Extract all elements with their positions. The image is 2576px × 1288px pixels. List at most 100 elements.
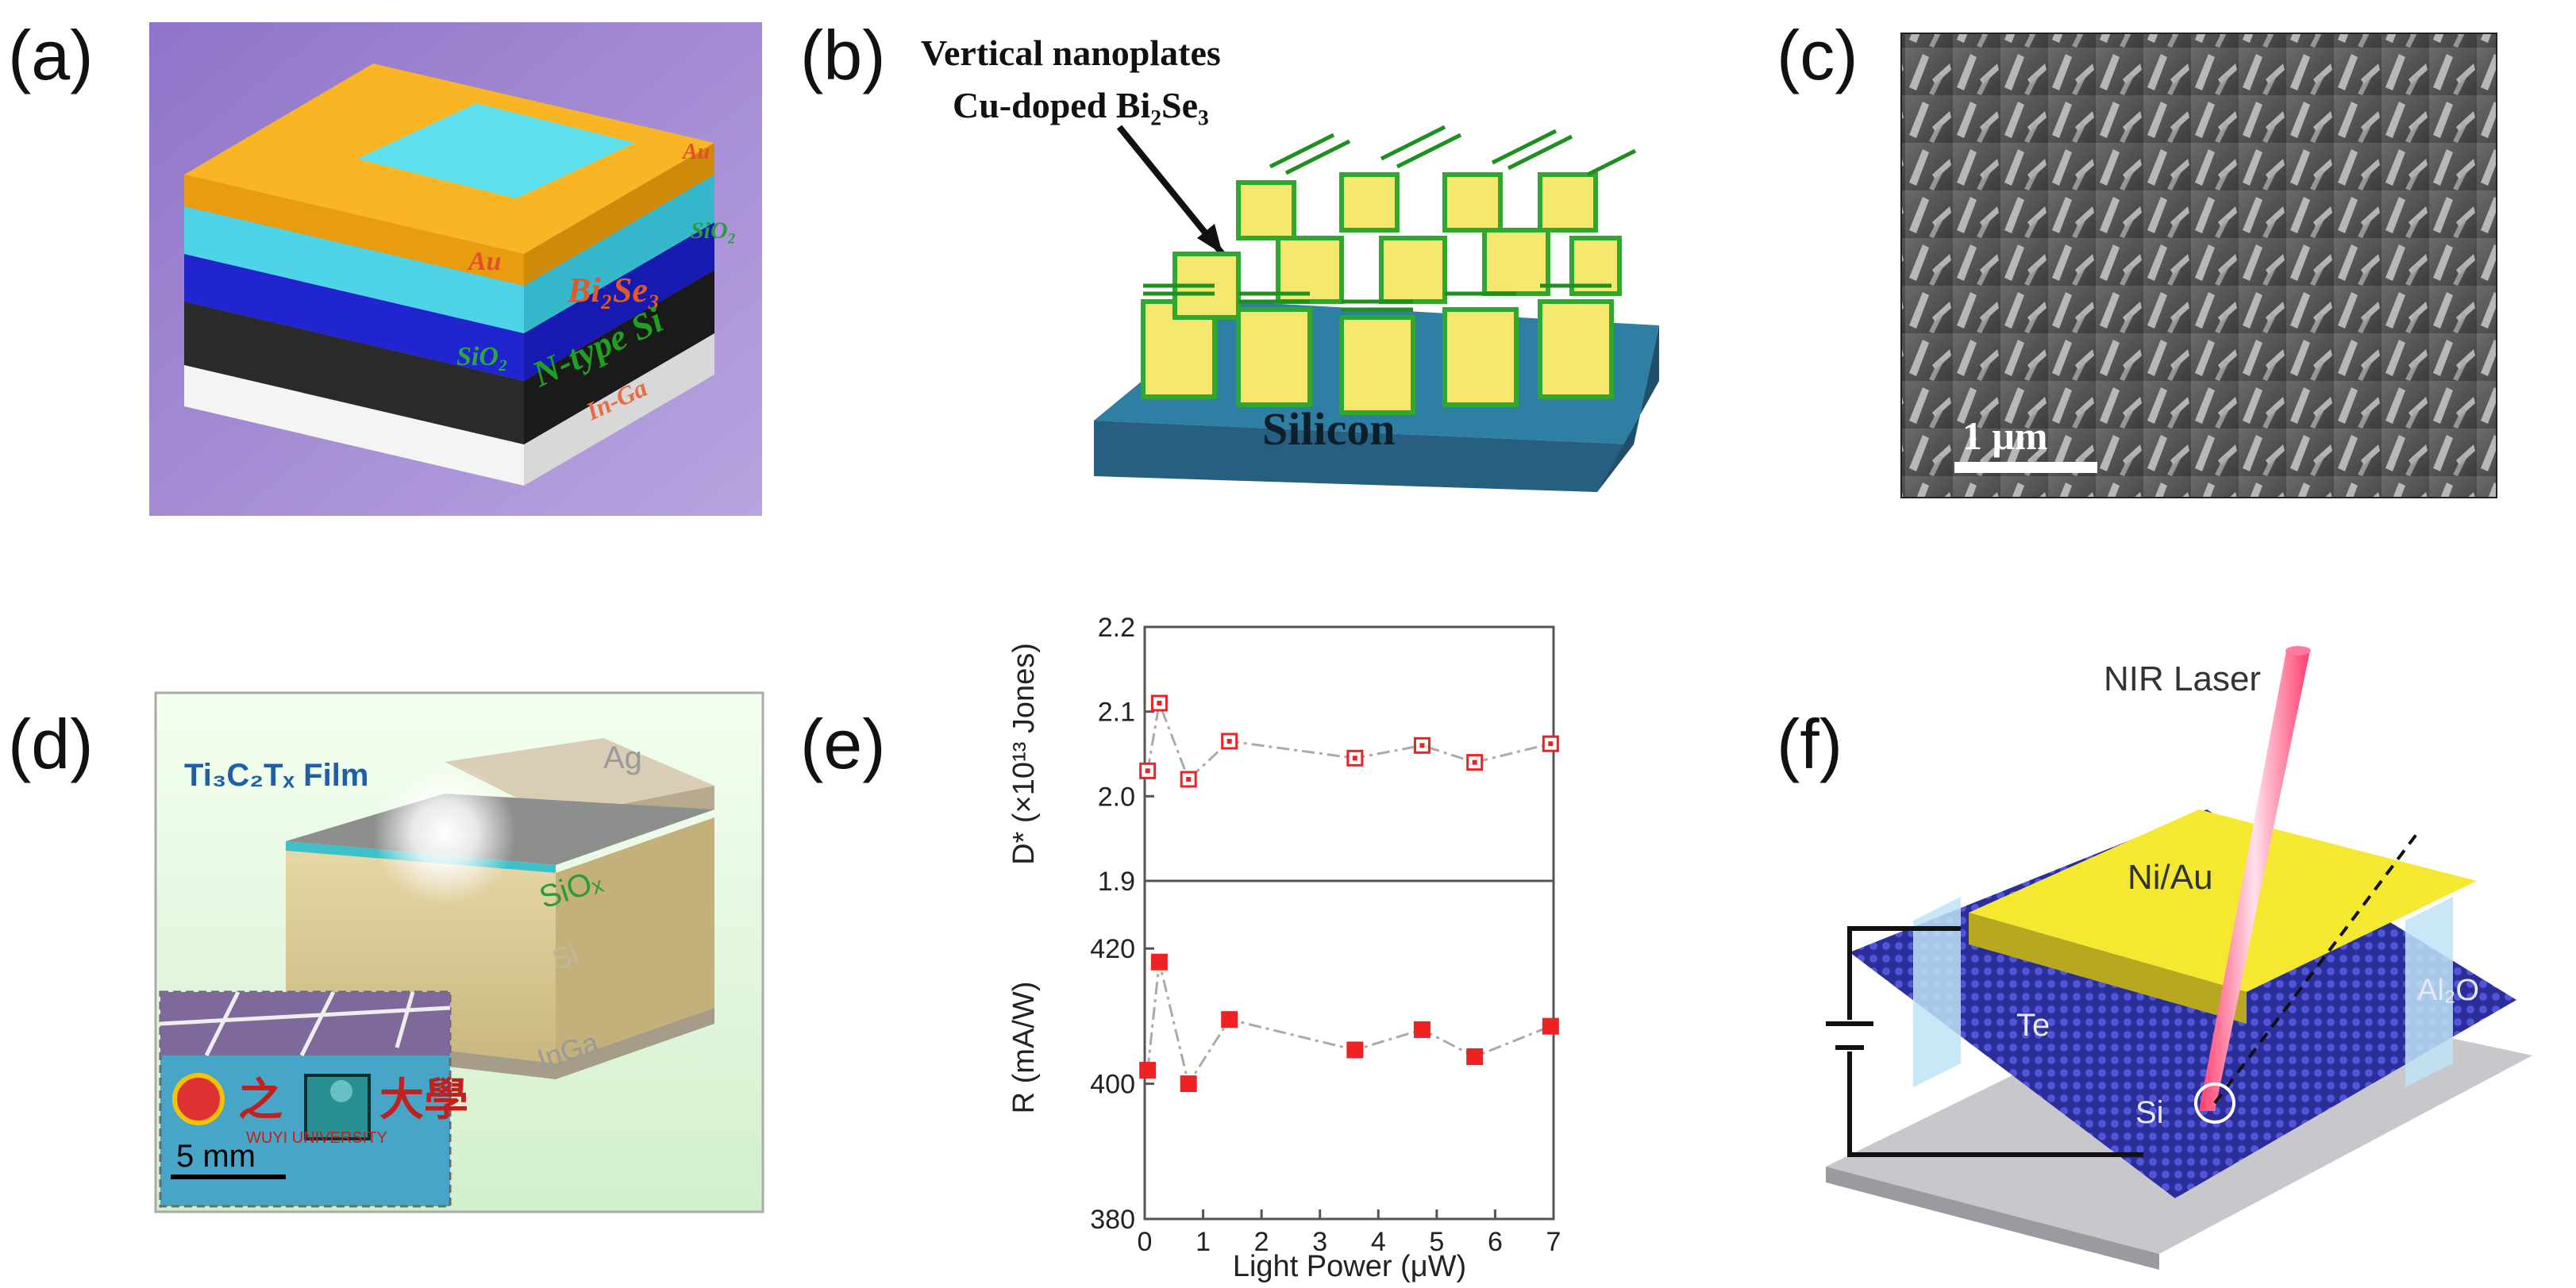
panel-b: (b) Vertical nanoplates Cu-doped Bi₂Se₃ … (800, 16, 1659, 492)
inset-university: WUYI UNIVERSITY (246, 1129, 387, 1147)
bi2se3-label: Bi₂Se₃ (567, 271, 660, 310)
x-tick-label: 3 (1312, 1227, 1327, 1257)
bi2se3-layer-side (524, 175, 714, 333)
panel-f: (f) NIR Laser Ni/Au Si Te Al₂O (1777, 646, 2532, 1270)
inga-layer-side (524, 333, 714, 486)
al2o3-label: Al₂O (2417, 974, 2479, 1007)
y-tick-label: 380 (1090, 1205, 1135, 1235)
x-tick-label: 1 (1196, 1227, 1211, 1257)
data-point-R (1180, 1075, 1197, 1093)
data-point-R (1413, 1021, 1430, 1038)
inset-grid-lines (160, 990, 451, 1057)
data-point-core-D* (1472, 759, 1477, 765)
data-point-core-D* (1157, 701, 1162, 706)
al2o3-pad-left (1913, 897, 1961, 1087)
au-side-face (524, 143, 714, 286)
sem-scale-label: 1 μm (1962, 413, 2048, 458)
panel-e: (e) D* (×10¹³ Jones) R (mA/W) Light Powe… (800, 613, 1561, 1283)
x-tick-label: 7 (1546, 1227, 1561, 1257)
si-substrate-front (1826, 1167, 2159, 1270)
data-point-R (1346, 1041, 1364, 1059)
panel-label-d: (d) (8, 705, 94, 783)
panel-a: (a) Au Au Bi₂Se₃ SiO₂ SiO₂ N-type Si In-… (8, 16, 762, 516)
x-tick-label: 6 (1488, 1227, 1503, 1257)
laser-beam (2199, 651, 2310, 1111)
y-tick-label: 400 (1090, 1070, 1135, 1100)
series-line-R (1146, 961, 1551, 1087)
x-tick-label: 0 (1138, 1227, 1153, 1257)
te-label: Te (2016, 1008, 2050, 1043)
data-point-R (1139, 1062, 1157, 1079)
panel-label-b: (b) (800, 16, 886, 94)
au-label-left: Au (467, 247, 502, 276)
sem-scale-bar (1954, 462, 2097, 473)
data-point-core-D* (1145, 768, 1150, 774)
nanoplates-arrow-head (1197, 224, 1223, 254)
si-layer-front (184, 302, 524, 444)
inset-emblem (172, 1073, 225, 1125)
circuit-wire-top (1847, 926, 1961, 1020)
panel-d: (d) Ti₃C₂Tₓ Film Ag SiOₓ Si InGa 之 大學 WU… (8, 691, 764, 1213)
au-label-right: Au (681, 140, 710, 164)
panel-label-c: (c) (1777, 16, 1858, 94)
sio2-label-left: SiO₂ (456, 342, 508, 371)
si-block-side (556, 817, 714, 1063)
x-tick-label: 2 (1254, 1227, 1269, 1257)
data-point-core-D* (1226, 739, 1232, 744)
ni-au-electrode-top (1969, 809, 2477, 992)
y-tick-label: 2.1 (1098, 698, 1135, 728)
sio2-layer-front (184, 254, 524, 381)
bi2se3-layer-front (184, 206, 524, 333)
nir-laser-label: NIR Laser (2104, 659, 2261, 698)
ag-top (445, 738, 714, 817)
y-tick-label: 420 (1090, 934, 1135, 964)
inset-device-spot (330, 1080, 352, 1102)
film-label: Ti₃C₂Tₓ Film (184, 758, 368, 793)
x-tick-label: 4 (1371, 1227, 1386, 1257)
x-axis-title: Light Power (μW) (1233, 1250, 1466, 1283)
r-axis-title: R (mA/W) (1007, 982, 1041, 1114)
y-tick-label: 2.2 (1098, 613, 1135, 643)
inset-text-right: 大學 (379, 1076, 468, 1125)
panel-c: (c) 1 μm (1777, 16, 2497, 498)
inset-scale-label: 5 mm (176, 1139, 256, 1174)
y-tick-label: 2.0 (1098, 782, 1135, 812)
panel-label-a: (a) (8, 16, 94, 94)
data-point-R (1466, 1048, 1484, 1066)
au-front-face (184, 175, 524, 286)
panel-label-f: (f) (1777, 705, 1842, 783)
detectivity-responsivity-chart: D* (×10¹³ Jones) R (mA/W) Light Power (μ… (1007, 613, 1561, 1283)
inset-scale-bar (171, 1175, 286, 1179)
circuit-wire-bottom (1847, 1052, 2143, 1157)
data-point-core-D* (1352, 755, 1357, 761)
dstar-axis-title: D* (×10¹³ Jones) (1007, 643, 1041, 865)
light-spot (373, 762, 516, 905)
bi2se3-window (357, 103, 635, 198)
inset-text-left: 之 (238, 1076, 283, 1125)
al2o3-pad-right (2405, 897, 2453, 1087)
ag-label: Ag (603, 740, 642, 775)
sio2-label-right: SiO₂ (691, 217, 736, 244)
nanoplate-array (1141, 125, 1637, 415)
si-label: Si (2135, 1095, 2164, 1130)
si-marker-circle (2194, 1082, 2235, 1124)
y-tick-label: 1.9 (1098, 867, 1135, 897)
x-tick-label: 5 (1429, 1227, 1444, 1257)
sio2-layer-side (524, 222, 714, 381)
si-layer-side (524, 270, 714, 444)
nanoplates-title-line2: Cu-doped Bi₂Se₃ (953, 85, 1209, 125)
plot-frame-bottom (1143, 879, 1555, 1221)
sem-image-border (1900, 33, 2497, 498)
ni-au-label: Ni/Au (2127, 858, 2213, 897)
sem-image (1901, 33, 2497, 498)
data-point-core-D* (1548, 741, 1554, 747)
inga-layer-front (184, 365, 524, 486)
series-line-D* (1146, 698, 1551, 782)
ni-au-electrode-front (1969, 913, 2247, 1024)
panel-label-e: (e) (800, 705, 886, 783)
data-point-R (1150, 953, 1168, 971)
data-point-R (1542, 1017, 1559, 1035)
data-point-core-D* (1419, 743, 1425, 748)
nanoplates-title-line1: Vertical nanoplates (921, 33, 1221, 73)
silicon-substrate-front (1094, 421, 1634, 492)
